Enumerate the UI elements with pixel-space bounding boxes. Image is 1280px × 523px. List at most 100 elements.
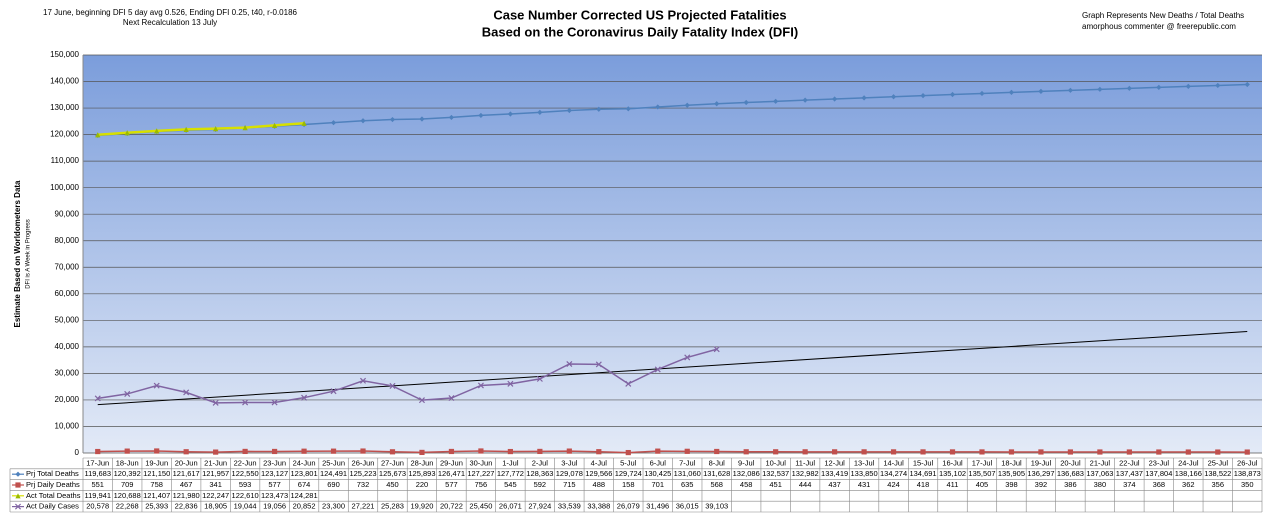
x-tick-label: 23-Jun <box>263 458 286 467</box>
point <box>183 449 189 455</box>
note: 17 June, beginning DFI 5 day avg 0.526, … <box>43 8 297 17</box>
table-cell: 121,980 <box>173 491 200 500</box>
point <box>802 97 808 103</box>
point <box>183 126 189 132</box>
table-cell: 129,566 <box>585 469 612 478</box>
point <box>1008 449 1015 455</box>
table-cell: 350 <box>1241 480 1254 489</box>
table-cell: 131,060 <box>674 469 701 478</box>
table-cell: 368 <box>1153 480 1166 489</box>
table-cell: 138,166 <box>1175 469 1202 478</box>
point <box>271 399 278 406</box>
table-cell: 22,836 <box>175 502 198 511</box>
table-cell: 33,388 <box>587 502 610 511</box>
table-cell: 127,772 <box>497 469 524 478</box>
table-cell: 362 <box>1182 480 1195 489</box>
point <box>536 375 543 382</box>
point <box>1156 449 1162 455</box>
point <box>1097 86 1103 92</box>
table-cell: 467 <box>180 480 193 489</box>
table-cell: 411 <box>947 480 959 489</box>
y-tick-label: 0 <box>75 448 80 457</box>
x-tick-label: 19-Jul <box>1031 458 1052 467</box>
point <box>625 380 632 387</box>
table-cell: 121,150 <box>143 469 170 478</box>
point <box>507 111 513 117</box>
table-cell: 690 <box>327 480 340 489</box>
y-axis-sublabel: DFI is A Week in Progress <box>26 219 32 289</box>
x-tick-label: 24-Jul <box>1178 458 1199 467</box>
x-tick-label: 5-Jul <box>620 458 637 467</box>
table-cell: 756 <box>475 480 488 489</box>
y-tick-label: 90,000 <box>55 209 80 218</box>
table-cell: 392 <box>1035 480 1048 489</box>
point <box>507 448 513 455</box>
y-axis-label: Estimate Based on Worldometers Data <box>13 180 22 328</box>
table-cell: 130,425 <box>644 469 671 478</box>
table-cell: 121,617 <box>173 469 200 478</box>
point <box>419 449 425 456</box>
table-cell: 122,247 <box>202 491 229 500</box>
point <box>212 399 219 406</box>
x-tick-label: 17-Jun <box>86 458 109 467</box>
point <box>1067 449 1074 455</box>
point <box>14 503 22 510</box>
table-cell: 593 <box>239 480 252 489</box>
table-cell: 128,363 <box>526 469 553 478</box>
table-cell: 18,905 <box>204 502 227 511</box>
point <box>625 449 631 456</box>
point <box>979 90 985 97</box>
table-cell: 119,941 <box>84 491 111 500</box>
table-cell: 135,905 <box>998 469 1025 478</box>
point <box>655 448 661 454</box>
point <box>389 449 396 455</box>
x-tick-label: 3-Jul <box>561 458 578 467</box>
table-cell: 20,722 <box>440 502 463 511</box>
x-tick-label: 20-Jul <box>1060 458 1081 467</box>
table-cell: 124,491 <box>320 469 347 478</box>
point <box>418 397 425 404</box>
point <box>477 382 484 389</box>
table-cell: 131,628 <box>703 469 730 478</box>
table-cell: 674 <box>298 480 311 489</box>
x-tick-label: 12-Jul <box>824 458 845 467</box>
series-line <box>97 348 717 404</box>
note: amorphous commenter @ freerepublic.com <box>1082 22 1236 31</box>
point <box>625 106 631 112</box>
table-cell: 124,281 <box>291 491 318 500</box>
x-tick-label: 1-Jul <box>502 458 519 467</box>
point <box>95 132 101 138</box>
point <box>1038 88 1044 94</box>
point <box>861 449 867 455</box>
point <box>949 91 956 98</box>
point <box>684 448 690 454</box>
point <box>1008 89 1015 95</box>
table-cell: 545 <box>504 480 517 489</box>
point <box>861 95 867 101</box>
point <box>330 120 337 126</box>
table-cell: 450 <box>386 480 399 489</box>
table-cell: 122,610 <box>232 491 259 500</box>
table-cell: 129,724 <box>615 469 642 478</box>
point <box>832 449 838 455</box>
table-cell: 120,392 <box>114 469 141 478</box>
point <box>271 122 278 128</box>
x-tick-label: 28-Jun <box>410 458 433 467</box>
table-cell: 125,223 <box>349 469 376 478</box>
note: Graph Represents New Deaths / Total Deat… <box>1082 11 1244 20</box>
point <box>213 449 219 455</box>
table-cell: 635 <box>681 480 694 489</box>
table-cell: 23,300 <box>322 502 345 511</box>
point <box>301 394 308 401</box>
table-cell: 132,982 <box>792 469 819 478</box>
x-tick-label: 20-Jun <box>175 458 198 467</box>
y-tick-label: 80,000 <box>55 236 80 245</box>
point <box>1185 83 1191 89</box>
point <box>448 394 455 402</box>
table-cell: 709 <box>121 480 134 489</box>
point <box>478 112 484 119</box>
point <box>743 449 749 455</box>
table-cell: 20,852 <box>293 502 316 511</box>
table-cell: 135,507 <box>968 469 995 478</box>
point <box>389 116 396 123</box>
